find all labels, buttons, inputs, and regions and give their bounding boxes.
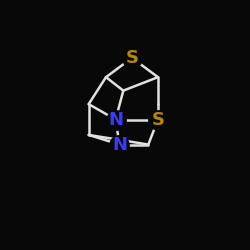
Text: N: N (108, 110, 123, 128)
Text: N: N (112, 136, 127, 154)
Text: S: S (152, 110, 164, 128)
Text: S: S (126, 49, 138, 67)
